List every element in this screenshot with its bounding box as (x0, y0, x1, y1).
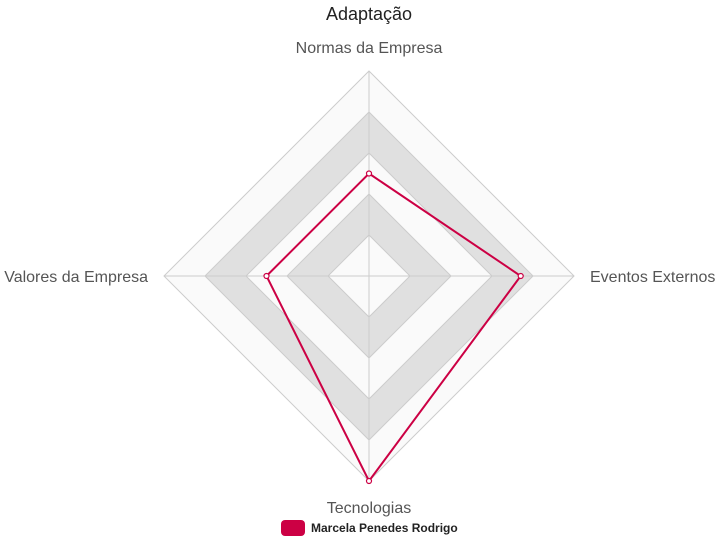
radar-spokes (164, 71, 574, 481)
legend-swatch (281, 520, 305, 536)
data-point[interactable] (365, 170, 373, 177)
axis-label: Valores da Empresa (4, 269, 148, 286)
axis-label: Normas da Empresa (296, 40, 443, 57)
legend-label: Marcela Penedes Rodrigo (311, 521, 458, 535)
series-layer (263, 170, 524, 485)
data-point[interactable] (263, 272, 270, 280)
data-point[interactable] (365, 477, 373, 485)
chart-title: Adaptação (326, 4, 412, 24)
axis-labels: Normas da Empresa Eventos Externos Tecnolo… (4, 40, 715, 517)
legend[interactable]: Marcela Penedes Rodrigo (281, 520, 458, 536)
axis-label: Eventos Externos (590, 269, 715, 286)
axis-label: Tecnologias (327, 500, 412, 517)
data-point[interactable] (517, 272, 524, 280)
